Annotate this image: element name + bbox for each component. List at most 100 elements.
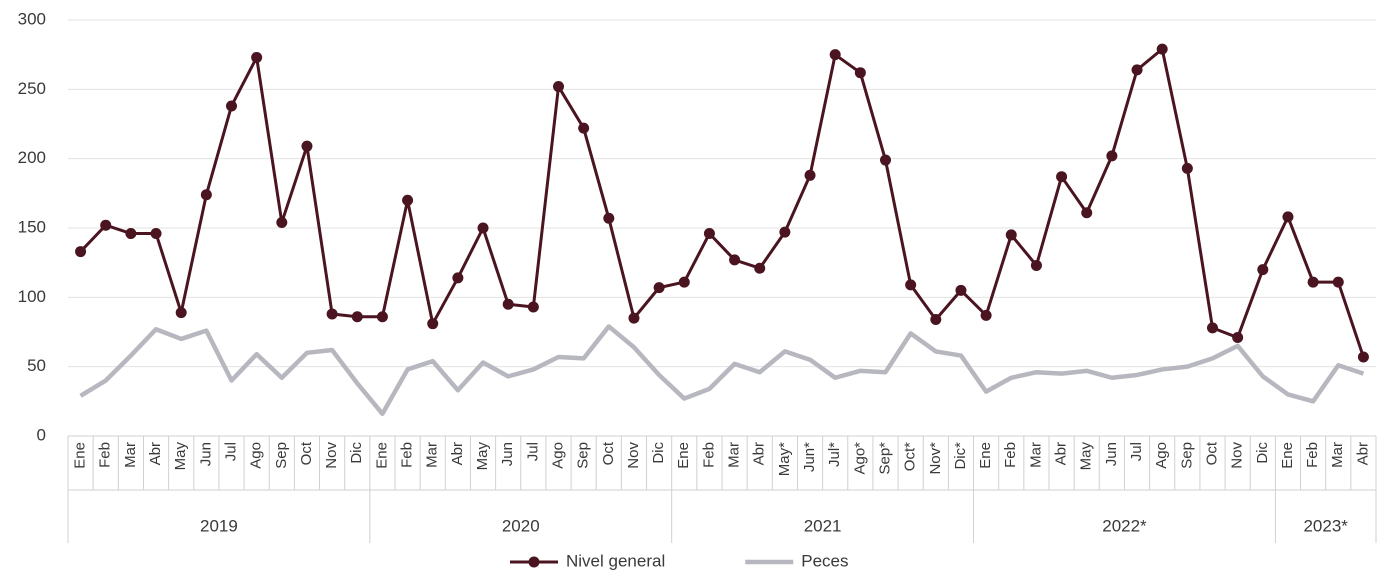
point: [376, 311, 388, 323]
x-tick-label: Sep*: [876, 442, 893, 475]
series-line: [79, 47, 1365, 358]
x-tick-label: Jun: [197, 442, 214, 466]
y-tick-label: 100: [18, 287, 46, 306]
point: [955, 284, 967, 296]
x-tick-label: Jul: [1128, 442, 1145, 461]
y-tick-label: 50: [27, 356, 46, 375]
x-tick-label: May: [172, 442, 189, 471]
y-tick-label: 250: [18, 79, 46, 98]
point: [1257, 264, 1269, 276]
y-tick-label: 150: [18, 217, 46, 236]
point: [1005, 229, 1017, 241]
point: [1307, 276, 1319, 288]
x-tick-label: Feb: [1304, 442, 1321, 468]
point: [402, 194, 414, 206]
x-tick-label: Dic: [1254, 442, 1271, 464]
point: [553, 81, 564, 93]
point: [427, 318, 439, 330]
x-tick-label: Abr: [1053, 442, 1070, 465]
point: [603, 212, 615, 224]
y-tick-label: 300: [18, 9, 46, 28]
x-tick-label: Ago: [549, 442, 566, 469]
x-tick-label: Sep: [273, 442, 290, 469]
point: [653, 282, 665, 294]
point: [578, 122, 590, 134]
point: [905, 279, 917, 291]
point: [1081, 207, 1093, 219]
x-tick-label: Jun: [499, 442, 516, 466]
x-tick-label: Feb: [700, 442, 717, 468]
point: [527, 301, 539, 313]
x-tick-label: Ene: [1279, 442, 1296, 469]
point: [628, 312, 640, 324]
x-tick-label: Nov: [625, 442, 642, 469]
x-tick-label: Feb: [399, 442, 416, 468]
point: [1207, 322, 1218, 334]
point: [880, 154, 891, 166]
point: [829, 49, 841, 61]
x-tick-label: Feb: [97, 442, 114, 468]
point: [804, 169, 816, 181]
legend-label: Peces: [801, 551, 848, 570]
point: [1282, 211, 1294, 223]
x-tick-label: Abr: [1354, 442, 1371, 465]
group-label: 2021: [804, 516, 842, 535]
point: [326, 308, 338, 320]
x-tick-label: Jun*: [801, 442, 818, 472]
point: [678, 276, 690, 288]
series-line: [79, 324, 1365, 417]
x-tick-label: Jul: [524, 442, 541, 461]
x-tick-label: Ago: [1153, 442, 1170, 469]
x-tick-label: Sep: [575, 442, 592, 469]
point: [477, 222, 489, 234]
x-tick-label: Mar: [1329, 442, 1346, 468]
x-tick-label: Jul: [222, 442, 239, 461]
x-tick-label: Nov*: [927, 442, 944, 475]
point: [1357, 351, 1369, 363]
point: [150, 228, 162, 240]
group-label: 2022*: [1102, 516, 1147, 535]
point: [276, 216, 288, 228]
x-tick-label: Oct: [600, 441, 617, 465]
x-tick-label: Feb: [1002, 442, 1019, 468]
point: [1106, 150, 1118, 162]
point: [854, 67, 866, 79]
point: [779, 226, 791, 238]
group-label: 2023*: [1303, 516, 1348, 535]
x-tick-label: Mar: [424, 442, 441, 468]
x-tick-label: May: [474, 442, 491, 471]
x-tick-label: Ene: [977, 442, 994, 469]
point: [351, 311, 363, 323]
x-tick-label: Abr: [449, 442, 466, 465]
point: [754, 262, 766, 274]
y-tick-label: 200: [18, 148, 46, 167]
group-label: 2020: [502, 516, 540, 535]
x-tick-label: Abr: [147, 442, 164, 465]
group-label: 2019: [200, 516, 238, 535]
x-tick-label: Dic*: [952, 442, 969, 470]
point: [1056, 171, 1068, 183]
point: [175, 307, 187, 319]
point: [75, 246, 87, 258]
x-tick-label: Mar: [726, 442, 743, 468]
point: [200, 189, 212, 201]
point: [1131, 64, 1143, 76]
y-tick-label: 0: [37, 425, 46, 444]
point: [1156, 43, 1168, 55]
point: [1181, 162, 1193, 174]
point: [125, 228, 137, 240]
point: [301, 140, 313, 152]
point: [502, 298, 514, 310]
x-tick-label: Ago: [248, 442, 265, 469]
point: [100, 219, 112, 231]
legend-label: Nivel general: [566, 551, 665, 570]
point: [1030, 259, 1042, 271]
x-tick-label: Jul*: [826, 442, 843, 467]
x-tick-label: Nov: [1229, 442, 1246, 469]
x-tick-label: May: [1078, 442, 1095, 471]
point: [930, 314, 942, 326]
legend-marker: [528, 556, 540, 568]
x-tick-label: Nov: [323, 442, 340, 469]
point: [1232, 332, 1244, 344]
